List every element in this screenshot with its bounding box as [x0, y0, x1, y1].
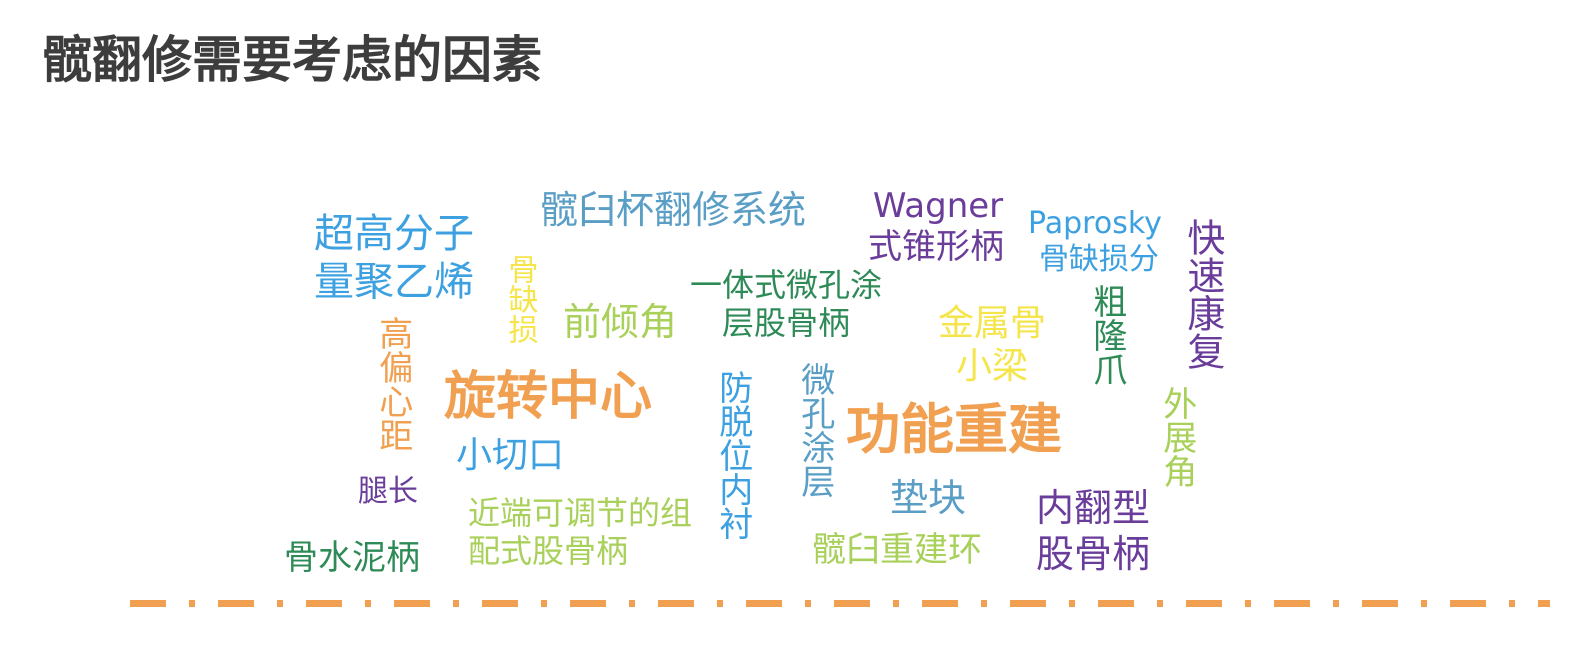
- word-high-offset: 高偏心距: [372, 316, 413, 452]
- word-metal-trabecular: 金属骨 小梁: [938, 303, 1047, 388]
- word-anteversion: 前倾角: [563, 300, 678, 344]
- word-function-rebuild: 功能重建: [846, 398, 1062, 461]
- word-anti-dislocation: 防脱位内衬: [712, 370, 753, 540]
- word-varus-stem: 内翻型 股骨柄: [1036, 486, 1151, 576]
- word-small-incision: 小切口: [456, 435, 565, 476]
- word-paprosky: Paprosky 骨缺损分: [1028, 206, 1162, 277]
- word-porous-coating: 微孔涂层: [794, 362, 835, 498]
- word-modular-stem: 近端可调节的组 配式股骨柄: [468, 494, 693, 571]
- word-revision-system: 髋臼杯翻修系统: [540, 188, 807, 232]
- word-augment: 垫块: [890, 476, 967, 520]
- word-porous-stem: 一体式微孔涂 层股骨柄: [690, 266, 883, 343]
- word-uhmwpe: 超高分子 量聚乙烯: [314, 211, 474, 305]
- word-leg-length: 腿长: [358, 474, 418, 509]
- word-abduction: 外展角: [1156, 386, 1197, 488]
- word-fast-recovery: 快速康复: [1180, 218, 1225, 370]
- word-acetabular-ring: 髋臼重建环: [812, 530, 982, 570]
- dash-dot-divider: [130, 600, 1550, 607]
- page-title: 髋翻修需要考虑的因素: [42, 31, 542, 89]
- word-bone-defect: 骨缺损: [502, 254, 538, 344]
- word-trochanter-claw: 粗隆爪: [1086, 284, 1127, 386]
- word-cement-stem: 骨水泥柄: [284, 538, 420, 578]
- word-wagner: Wagner 式锥形柄: [868, 186, 1004, 267]
- word-rotation-center: 旋转中心: [444, 367, 653, 427]
